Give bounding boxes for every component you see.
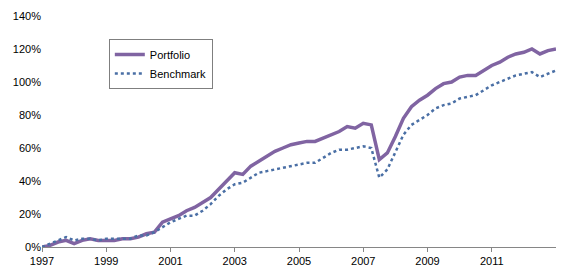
svg-text:1997: 1997 — [30, 255, 54, 267]
svg-text:2011: 2011 — [480, 255, 504, 267]
svg-text:60%: 60% — [19, 142, 41, 154]
svg-text:120%: 120% — [13, 43, 41, 55]
svg-text:2007: 2007 — [351, 255, 375, 267]
svg-text:0%: 0% — [25, 241, 41, 253]
svg-text:Benchmark: Benchmark — [150, 68, 206, 80]
svg-text:20%: 20% — [19, 208, 41, 220]
svg-text:2009: 2009 — [415, 255, 439, 267]
svg-text:1999: 1999 — [94, 255, 118, 267]
svg-text:40%: 40% — [19, 175, 41, 187]
svg-text:Portfolio: Portfolio — [150, 49, 190, 61]
svg-text:2001: 2001 — [158, 255, 182, 267]
svg-text:2005: 2005 — [287, 255, 311, 267]
svg-text:100%: 100% — [13, 76, 41, 88]
svg-text:2003: 2003 — [223, 255, 247, 267]
svg-text:140%: 140% — [13, 10, 41, 22]
svg-text:80%: 80% — [19, 109, 41, 121]
